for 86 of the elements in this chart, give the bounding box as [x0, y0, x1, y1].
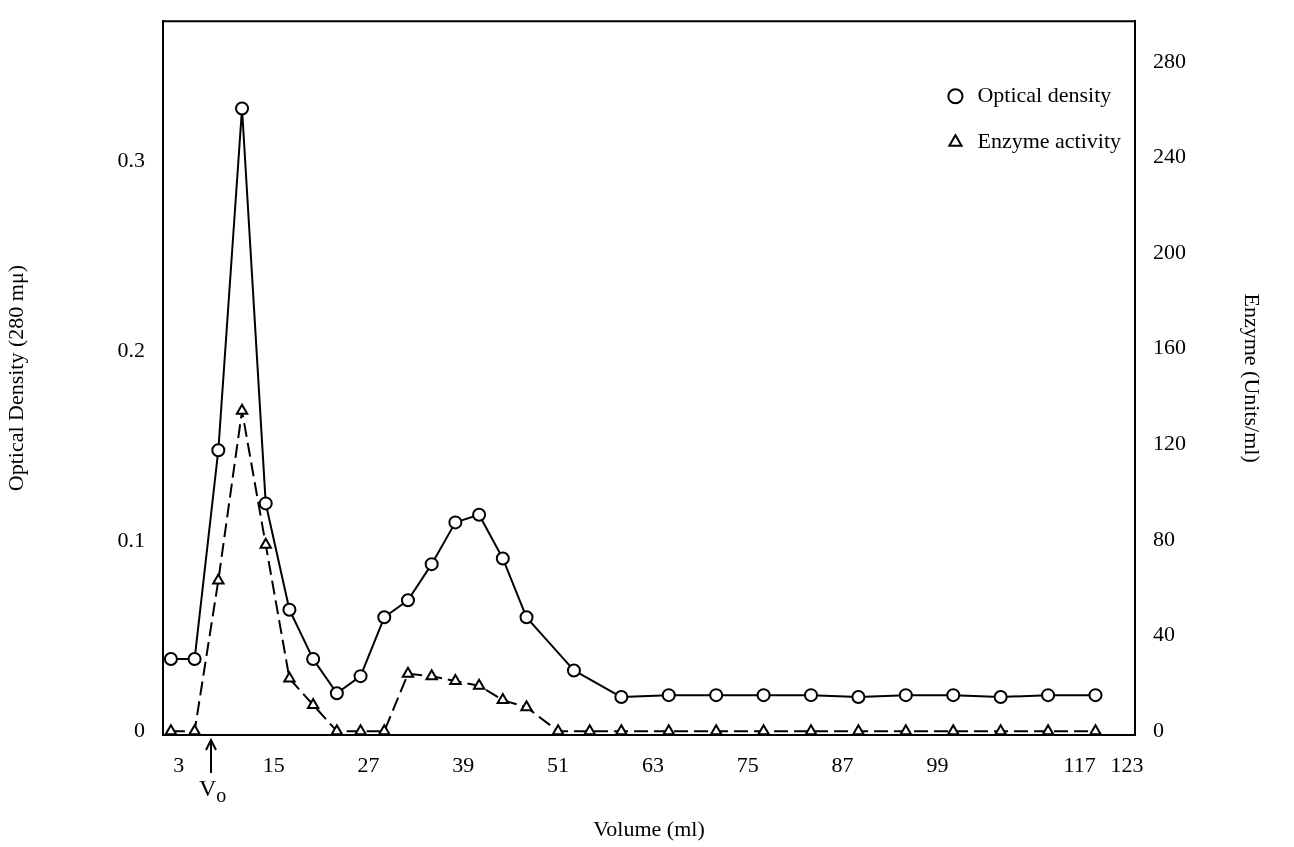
point [378, 724, 391, 735]
point [756, 688, 771, 703]
point [235, 101, 250, 116]
point [583, 724, 596, 735]
point [401, 666, 415, 678]
text: V$_{o}$ [199, 775, 227, 807]
point [235, 403, 249, 415]
point [425, 669, 438, 681]
x-tick-label: 3 [173, 751, 185, 777]
x-tick-label: 15 [262, 751, 285, 777]
x-tick-label: 87 [831, 751, 854, 777]
point [615, 724, 628, 735]
y2-tick-label: 80 [1153, 525, 1175, 551]
y-axis-title: Optical Density (280 mμ) [2, 264, 28, 492]
point [306, 652, 321, 667]
point [709, 724, 723, 735]
point [283, 671, 296, 683]
legend-label: Enzyme activity [977, 127, 1121, 153]
point [614, 690, 629, 705]
point [1041, 688, 1056, 703]
point [377, 610, 392, 625]
x-tick-label: 75 [736, 751, 759, 777]
point [1088, 688, 1103, 703]
point [495, 551, 510, 566]
point [354, 724, 367, 735]
point [353, 669, 368, 684]
y2-tick-label: 200 [1153, 238, 1186, 264]
y2-tick-label: 120 [1153, 430, 1186, 456]
point [449, 673, 462, 685]
point [496, 693, 509, 705]
point [282, 602, 297, 617]
point [211, 443, 226, 458]
point [212, 573, 225, 585]
x-tick-label: 51 [547, 751, 570, 777]
point [258, 496, 273, 511]
point [188, 724, 201, 735]
y-tick-label: 0.1 [117, 527, 145, 553]
point [472, 678, 486, 690]
y2-tick-label: 240 [1153, 143, 1186, 169]
y2-tick-label: 40 [1153, 621, 1175, 647]
point [164, 724, 178, 735]
x-tick-label: 123 [1110, 751, 1144, 777]
point [520, 700, 533, 712]
y-tick-label: 0.3 [117, 147, 145, 173]
x-axis-title: Volume (ml) [593, 815, 705, 841]
x-tick-label: 39 [452, 751, 475, 777]
point [662, 724, 675, 735]
point [851, 690, 866, 705]
point [661, 688, 676, 703]
point [551, 724, 565, 735]
point [259, 537, 272, 549]
x-tick-label: 63 [641, 751, 664, 777]
point [899, 724, 913, 735]
point [709, 688, 724, 703]
point [472, 507, 487, 522]
point [400, 593, 415, 608]
point [946, 688, 961, 703]
point [852, 724, 865, 735]
point [566, 663, 581, 678]
legend-label: Optical density [977, 81, 1112, 107]
point [1089, 724, 1102, 735]
point [898, 688, 913, 703]
point [306, 697, 320, 709]
y2-tick-label: 0 [1153, 716, 1164, 742]
point [163, 652, 178, 667]
point [519, 610, 534, 625]
y-tick-label: 0.2 [117, 337, 145, 363]
point [757, 724, 770, 735]
point [994, 724, 1007, 735]
point [993, 690, 1008, 705]
x-tick-label: 117 [1063, 751, 1096, 777]
point [947, 724, 960, 735]
point [187, 652, 202, 667]
point [804, 688, 818, 703]
y2-tick-label: 280 [1153, 47, 1186, 73]
point [329, 686, 344, 701]
x-tick-label: 99 [926, 751, 949, 777]
x-tick-label: 27 [357, 751, 380, 777]
point [424, 557, 439, 572]
point [448, 515, 463, 530]
point [1041, 724, 1055, 735]
y2-axis-title: Enzyme (Units/ml) [1240, 293, 1266, 463]
point [804, 724, 818, 735]
point [330, 724, 344, 735]
y-tick-label: 0 [134, 716, 145, 742]
y2-tick-label: 160 [1153, 334, 1186, 360]
